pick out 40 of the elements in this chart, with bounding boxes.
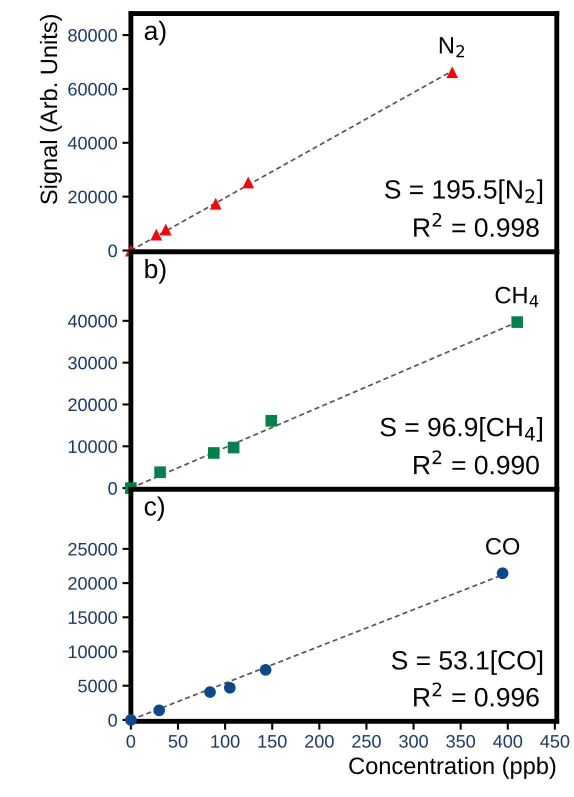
y-tick-label: 80000 [68, 29, 117, 42]
x-tick-label: 100 [211, 734, 240, 748]
x-tick-label: 300 [399, 734, 428, 748]
x-tick-label: 0 [126, 734, 136, 748]
y-tick-label: 0 [108, 482, 117, 495]
x-tick-label: 400 [493, 734, 522, 748]
y-tick-label: 20000 [68, 577, 117, 590]
series-label: CO [486, 538, 520, 555]
x-tick-label: 350 [446, 734, 476, 748]
annotation: R$^{2}$ = 0.990 [414, 450, 539, 474]
y-tick-label: 25000 [68, 542, 117, 556]
y-tick-label: 60000 [68, 82, 117, 96]
x-tick-label: 50 [168, 734, 188, 748]
annotation: b) [145, 258, 166, 284]
y-tick-label: 10000 [68, 440, 117, 454]
annotation: R$^{2}$ = 0.998 [414, 212, 539, 237]
x-tick-label: 200 [305, 734, 334, 748]
y-tick-label: 20000 [68, 398, 117, 412]
annotation: a) [144, 20, 166, 46]
annotation: S = 195.5[N$_{2}$] [385, 179, 542, 204]
x-tick-label: 150 [258, 734, 287, 748]
x-tick-label: 450 [540, 734, 570, 748]
y-tick-label: 20000 [68, 190, 117, 204]
y-tick-label: 10000 [68, 645, 117, 658]
x-axis-title: Concentration (ppb) [349, 756, 556, 779]
y-tick-label: 30000 [68, 356, 117, 370]
y-tick-label: 40000 [68, 136, 117, 150]
x-tick-label: 250 [352, 734, 381, 748]
y-tick-label: 40000 [68, 314, 117, 328]
series-label: CH$_{4}$ [496, 286, 538, 308]
annotation: R$^{2}$ = 0.996 [414, 682, 539, 707]
y-tick-label: 5000 [78, 680, 117, 692]
y-tick-label: 0 [108, 714, 117, 727]
annotation: S = 96.9[CH$_{4}$] [380, 417, 542, 442]
y-tick-label: 0 [108, 244, 117, 258]
series-label: N$_{2}$ [440, 37, 464, 58]
y-axis-title: Signal (Arb. Units) [40, 15, 62, 204]
annotation: c) [144, 496, 164, 521]
y-tick-label: 15000 [68, 611, 117, 624]
annotation: S = 53.1[CO] [392, 650, 542, 675]
